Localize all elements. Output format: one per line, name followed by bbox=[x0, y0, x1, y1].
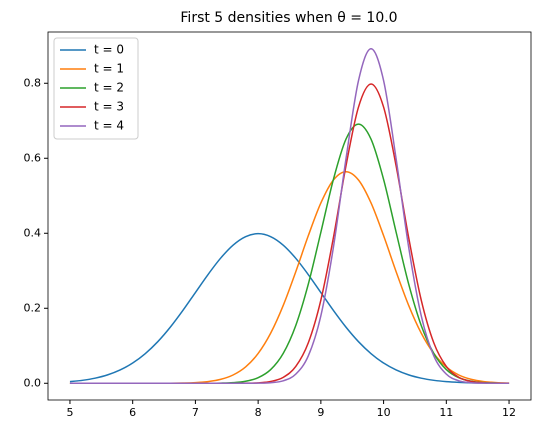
x-tick-label: 5 bbox=[66, 406, 73, 419]
legend-label: t = 2 bbox=[94, 81, 124, 95]
legend-label: t = 4 bbox=[94, 119, 124, 133]
y-tick-label: 0.2 bbox=[24, 301, 42, 314]
x-tick-label: 8 bbox=[255, 406, 262, 419]
y-tick-label: 0.4 bbox=[24, 226, 42, 239]
legend-label: t = 1 bbox=[94, 62, 124, 76]
y-tick-label: 0.8 bbox=[24, 76, 42, 89]
x-tick-label: 6 bbox=[129, 406, 136, 419]
line-series bbox=[69, 170, 510, 385]
y-tick-label: 0.6 bbox=[24, 151, 42, 164]
x-tick-label: 12 bbox=[502, 406, 516, 419]
y-tick-label: 0.0 bbox=[24, 376, 42, 389]
x-tick-label: 7 bbox=[192, 406, 199, 419]
legend-label: t = 3 bbox=[94, 100, 124, 114]
line-series bbox=[69, 123, 510, 385]
axes-frame bbox=[47, 31, 532, 401]
line-series bbox=[69, 232, 510, 384]
legend-box bbox=[53, 37, 139, 140]
x-tick-label: 9 bbox=[317, 406, 324, 419]
x-tick-label: 10 bbox=[377, 406, 391, 419]
line-series bbox=[69, 47, 510, 385]
legend-label: t = 0 bbox=[94, 43, 124, 57]
x-tick-label: 11 bbox=[439, 406, 453, 419]
chart-title: First 5 densities when θ = 10.0 bbox=[180, 10, 397, 26]
